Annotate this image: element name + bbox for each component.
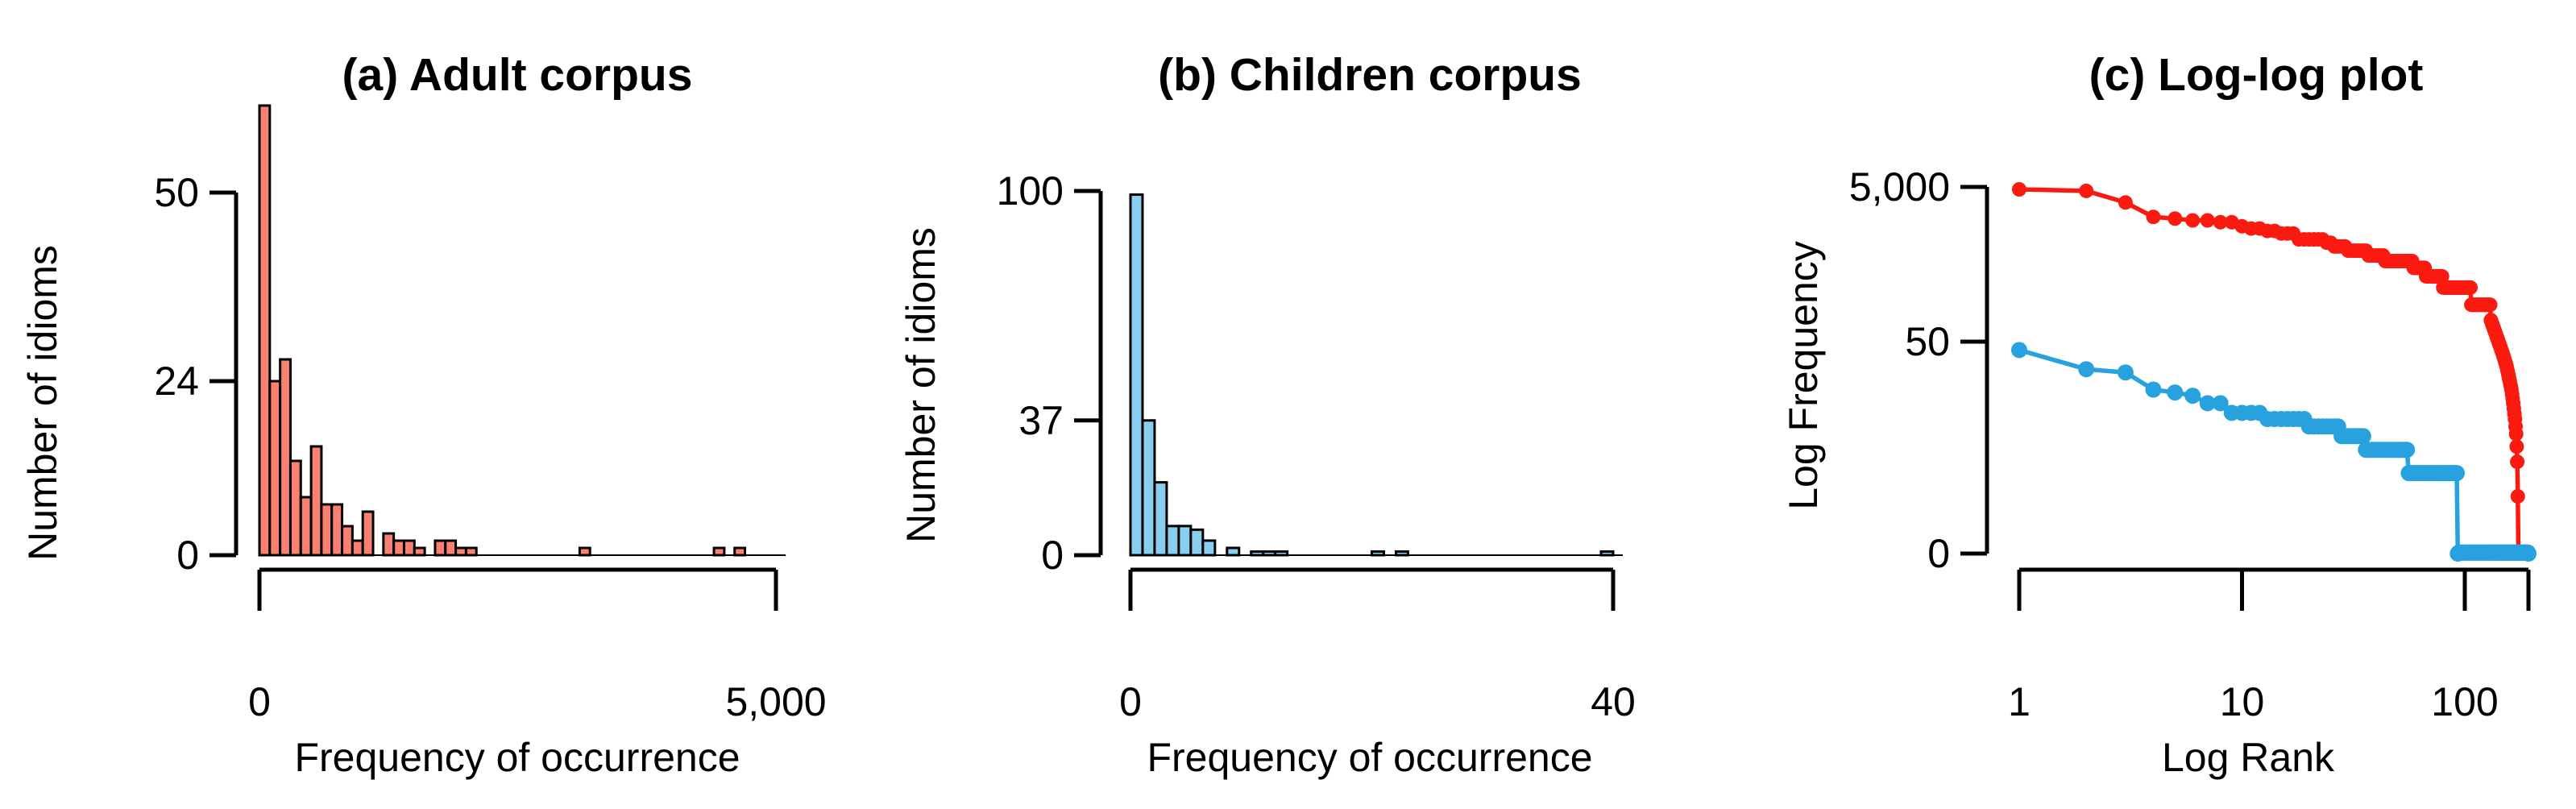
series-adult bbox=[2012, 182, 2536, 561]
histogram-bar bbox=[1201, 539, 1217, 557]
histogram-bar bbox=[1141, 419, 1156, 557]
data-point bbox=[2354, 428, 2371, 445]
y-tick-label: 37 bbox=[1018, 398, 1064, 443]
panel-title: (a) Adult corpus bbox=[342, 49, 693, 101]
y-tick-label: 100 bbox=[997, 168, 1064, 214]
y-tick-label: 5,000 bbox=[1849, 164, 1950, 210]
series-line bbox=[2017, 347, 2531, 556]
histogram-bar bbox=[1226, 546, 1241, 557]
data-point bbox=[2200, 213, 2215, 228]
histogram-bar bbox=[288, 459, 302, 557]
data-point bbox=[2118, 195, 2133, 210]
data-point bbox=[2167, 384, 2184, 401]
panel-loglog: (c) Log-log plot Log Rank Log Frequency 0 50… bbox=[1781, 49, 2537, 780]
histogram-bar bbox=[320, 503, 334, 557]
y-axis-label: Number of idioms bbox=[898, 227, 944, 543]
histogram-bar bbox=[464, 546, 478, 557]
histogram-bar bbox=[413, 546, 426, 557]
data-point bbox=[2483, 297, 2498, 313]
x-tick-label: 10 bbox=[2220, 679, 2265, 724]
data-point bbox=[2449, 465, 2465, 482]
histogram-bar bbox=[309, 445, 323, 557]
y-axis-label: Number of idioms bbox=[20, 245, 65, 561]
panel-adult-histogram: (a) Adult corpus Frequency of occurrence N… bbox=[20, 49, 827, 780]
histogram-bar bbox=[299, 496, 313, 557]
y-tick-label: 0 bbox=[1041, 533, 1064, 578]
data-point bbox=[2117, 364, 2134, 381]
y-axis-label: Log Frequency bbox=[1781, 241, 1826, 510]
data-point bbox=[2510, 454, 2525, 470]
data-point bbox=[2199, 395, 2216, 412]
x-tick-label: 100 bbox=[2431, 679, 2498, 724]
histogram-bar bbox=[1129, 193, 1144, 557]
data-point bbox=[2510, 489, 2525, 504]
x-tick-label: 40 bbox=[1591, 679, 1636, 724]
histogram-bar bbox=[402, 539, 416, 557]
y-tick-label: 50 bbox=[1905, 319, 1950, 364]
x-tick-label: 0 bbox=[248, 679, 271, 724]
histogram-bar bbox=[444, 539, 458, 557]
x-tick-label: 1 bbox=[2008, 679, 2031, 724]
panel-children-histogram: (b) Children corpus Frequency of occurren… bbox=[898, 49, 1636, 780]
data-point bbox=[2079, 183, 2094, 198]
x-axis-label: Frequency of occurrence bbox=[294, 735, 740, 780]
x-axis-label: Frequency of occurrence bbox=[1147, 735, 1592, 780]
y-tick-label: 0 bbox=[176, 533, 199, 578]
data-point bbox=[2399, 442, 2416, 458]
histogram-bar bbox=[454, 546, 467, 557]
data-point bbox=[2213, 214, 2228, 230]
data-point bbox=[2012, 182, 2026, 197]
histogram-bar bbox=[1177, 525, 1193, 557]
histogram-bar bbox=[361, 510, 375, 557]
histogram-bar bbox=[341, 525, 354, 557]
histogram-bar bbox=[1165, 525, 1180, 557]
panel-title: (b) Children corpus bbox=[1158, 49, 1582, 101]
y-tick-label: 0 bbox=[1927, 531, 1950, 576]
histogram-bar bbox=[279, 358, 292, 557]
data-point bbox=[2463, 280, 2478, 295]
y-tick-label: 24 bbox=[154, 359, 199, 404]
data-point bbox=[2509, 439, 2524, 454]
data-point bbox=[2184, 388, 2201, 404]
data-point bbox=[2434, 268, 2449, 284]
x-axis-label: Log Rank bbox=[2162, 735, 2335, 780]
data-point bbox=[2146, 210, 2161, 225]
data-point bbox=[2011, 342, 2027, 359]
x-tick-label: 5,000 bbox=[725, 679, 826, 724]
histogram-bar bbox=[733, 546, 747, 557]
data-point bbox=[2520, 546, 2537, 562]
histogram-bar bbox=[1153, 481, 1168, 557]
histogram-bar bbox=[268, 380, 282, 557]
histogram-bar bbox=[433, 539, 447, 557]
data-point bbox=[2185, 213, 2201, 228]
data-point bbox=[2167, 211, 2183, 226]
histogram-bar bbox=[382, 532, 396, 557]
histogram-bar bbox=[712, 546, 726, 557]
data-point bbox=[2212, 395, 2229, 412]
histogram-bar bbox=[1189, 528, 1205, 557]
data-point bbox=[2078, 361, 2095, 378]
panel-title: (c) Log-log plot bbox=[2089, 49, 2424, 101]
histogram-bar bbox=[258, 104, 272, 557]
histogram-bar bbox=[351, 539, 364, 557]
histogram-bar bbox=[578, 546, 591, 557]
x-tick-label: 0 bbox=[1119, 679, 1142, 724]
y-tick-label: 50 bbox=[154, 170, 199, 215]
data-point bbox=[2508, 426, 2524, 442]
series-children bbox=[2011, 342, 2537, 562]
histogram-bar bbox=[330, 503, 344, 557]
data-point bbox=[2145, 381, 2162, 398]
histogram-bar bbox=[392, 539, 405, 557]
